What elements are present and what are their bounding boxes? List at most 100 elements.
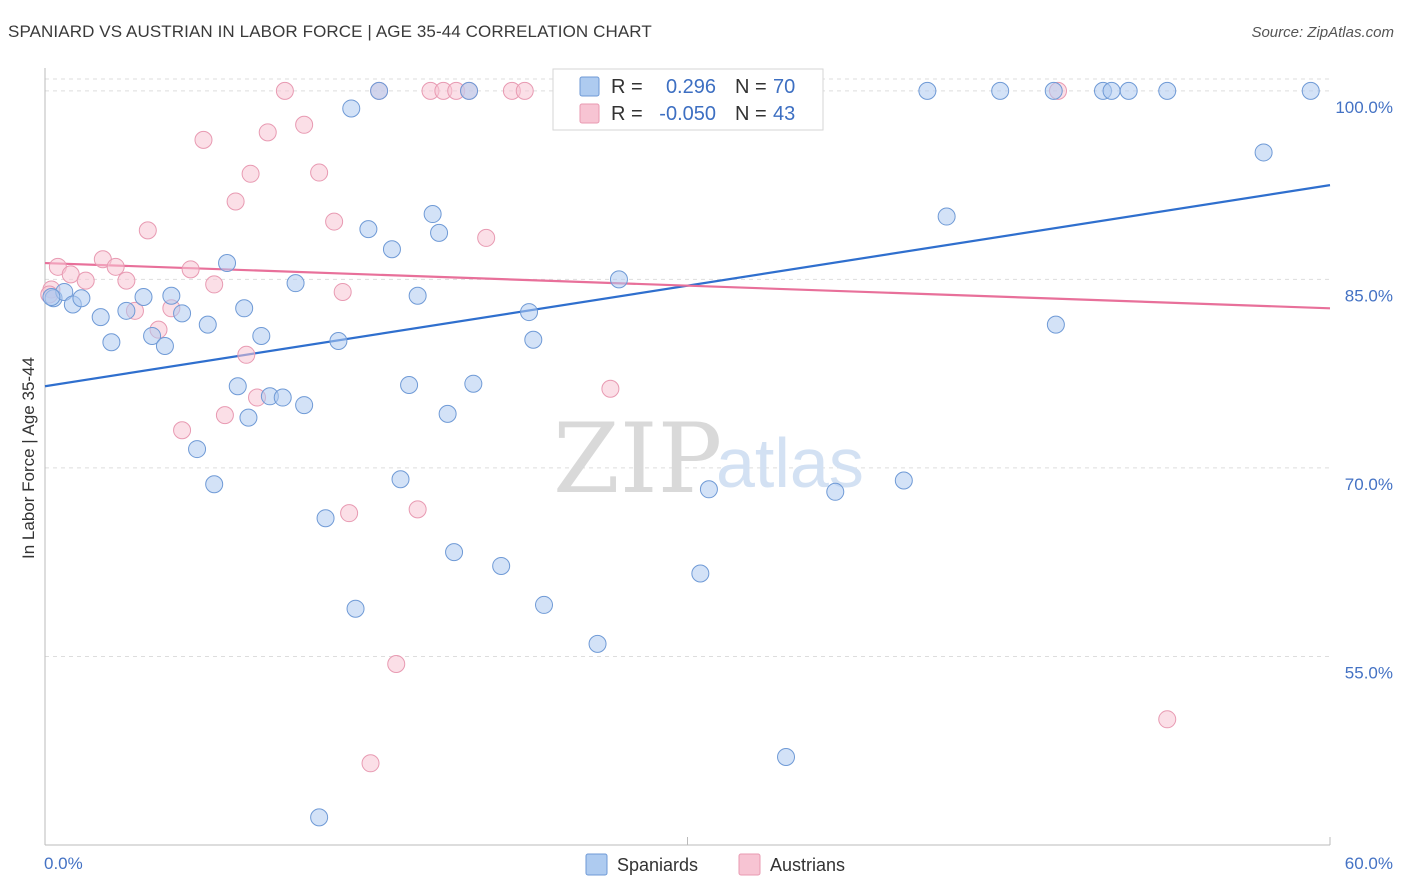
legend-r-label-austrians: R = [611,103,643,125]
austrians-point-27 [361,754,380,773]
austrians-point-30 [408,500,427,519]
spaniards-point-49 [588,634,607,653]
spaniards-point-8 [143,326,162,345]
grid-layer [45,78,1330,657]
spaniards-point-23 [295,396,314,415]
austrians-point-39 [601,379,620,398]
spaniards-point-67 [1301,81,1320,100]
spaniards-point-26 [329,331,348,350]
spaniards-point-15 [218,254,237,273]
austrians-point-11 [173,421,192,440]
x-tick-label-min: 0.0% [44,854,83,873]
austrians-point-18 [241,164,260,183]
spaniards-point-30 [370,81,389,100]
spaniards-point-66 [1254,143,1273,162]
legend-bottom-swatch-austrians [738,853,761,876]
trend-layer [44,184,1331,388]
austrians-point-6 [117,271,136,290]
spaniards-point-58 [937,207,956,226]
spaniards-point-33 [400,375,419,394]
spaniards-point-18 [239,408,258,427]
legend-swatch-spaniards [579,76,600,97]
chart-title: SPANIARD VS AUSTRIAN IN LABOR FORCE | AG… [8,22,652,41]
spaniards-point-10 [162,286,181,305]
austrians-point-2 [61,265,80,284]
austrians-trend-line [44,261,1331,310]
legend-bottom-label-spaniards: Spaniards [617,855,698,875]
axes-layer [44,68,1331,846]
spaniards-point-50 [609,270,628,289]
spaniards-point-14 [205,475,224,494]
spaniards-point-6 [117,301,136,320]
spaniards-point-32 [391,470,410,489]
spaniards-point-56 [894,471,913,490]
spaniards-point-37 [438,404,457,423]
spaniards-point-35 [423,205,442,224]
spaniards-point-59 [991,81,1010,100]
austrians-point-13 [194,130,213,149]
austrians-point-16 [226,192,245,211]
spaniards-point-28 [346,599,365,618]
y-axis-title: In Labor Force | Age 35-44 [19,357,38,559]
austrians-point-15 [215,406,234,425]
spaniards-point-40 [464,374,483,393]
austrians-point-17 [237,345,256,364]
legend-r-label-spaniards: R = [611,76,643,98]
austrians-point-35 [477,228,496,247]
spaniards-point-41 [492,556,511,575]
y-tick-label-0: 100.0% [1335,98,1393,117]
spaniards-point-60 [1044,81,1063,100]
spaniards-point-17 [235,299,254,318]
spaniards-point-57 [918,81,937,100]
spaniards-point-9 [155,337,174,356]
austrians-point-21 [275,81,294,100]
legend-n-label-spaniards: N = [735,76,767,98]
austrians-point-41 [1158,710,1177,729]
spaniards-point-19 [252,326,271,345]
spaniards-point-65 [1158,81,1177,100]
austrians-point-29 [387,655,406,674]
spaniards-point-42 [520,303,539,322]
austrians-point-24 [325,212,344,231]
austrians-point-20 [258,123,277,142]
spaniards-point-12 [188,440,207,459]
spaniards-point-11 [173,304,192,323]
legend-top: R = 0.296 N = 70 R = -0.050 N = 43 [552,68,824,131]
legend-n-label-austrians: N = [735,103,767,125]
spaniards-point-43 [524,330,543,349]
spaniards-point-44 [535,595,554,614]
austrians-point-14 [205,275,224,294]
austrians-point-37 [515,81,534,100]
austrians-point-26 [340,504,359,523]
watermark-zip: ZIP [553,403,722,515]
watermark: ZIP atlas [553,403,864,515]
spaniards-point-5 [102,333,121,352]
legend-bottom-label-austrians: Austrians [770,855,845,875]
y-tick-label-1: 85.0% [1345,286,1393,305]
spaniards-point-7 [134,287,153,306]
legend-bottom: Spaniards Austrians [585,853,845,876]
y-tick-label-2: 70.0% [1345,475,1393,494]
spaniards-point-39 [460,81,479,100]
x-tick-label-max: 60.0% [1345,854,1393,873]
spaniards-point-4 [91,308,110,327]
spaniards-point-61 [1046,315,1065,334]
spaniards-point-38 [445,543,464,562]
spaniards-point-24 [310,808,329,827]
spaniards-point-55 [826,482,845,501]
austrians-point-5 [106,257,125,276]
spaniards-point-54 [777,748,796,767]
spaniards-point-36 [430,223,449,242]
legend-r-value-spaniards: 0.296 [666,76,716,98]
spaniards-point-16 [228,377,247,396]
spaniards-point-64 [1119,81,1138,100]
austrians-point-3 [76,271,95,290]
spaniards-point-25 [316,509,335,528]
legend-swatch-austrians [579,103,600,124]
spaniards-point-27 [342,99,361,118]
austrians-point-8 [138,221,157,240]
austrians-point-23 [310,163,329,182]
spaniards-point-34 [408,286,427,305]
spaniards-point-31 [382,240,401,259]
